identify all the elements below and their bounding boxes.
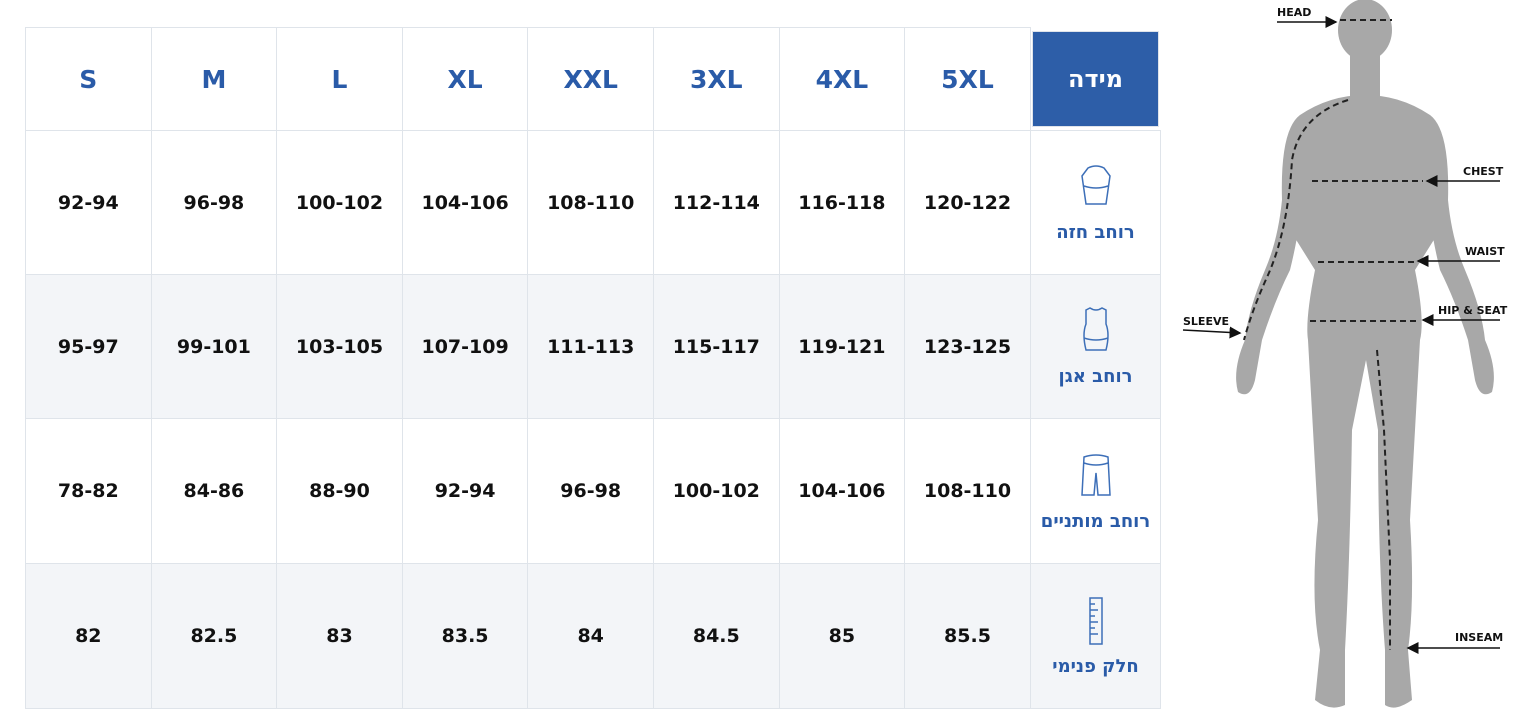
size-value: 119-121 (778, 274, 906, 419)
size-value: 78-82 (25, 418, 152, 564)
label-sleeve: SLEEVE (1183, 315, 1229, 328)
label-chest: CHEST (1463, 165, 1504, 178)
size-header: L (276, 27, 403, 131)
size-value: 111-113 (527, 274, 654, 419)
size-value: 88-90 (276, 418, 403, 564)
size-value: 115-117 (653, 274, 780, 419)
size-value: 116-118 (778, 130, 906, 275)
size-value: 92-94 (25, 130, 152, 275)
size-header: XXL (527, 27, 654, 131)
row-icon (1080, 453, 1111, 496)
size-value: 100-102 (276, 130, 403, 275)
size-value: 83.5 (401, 563, 529, 709)
size-header-title: מידה (1032, 31, 1159, 127)
size-header: M (150, 27, 278, 131)
label-inseam: INSEAM (1455, 631, 1503, 644)
row-label-cell: רוחב אגן (1030, 274, 1161, 419)
size-value: 104-106 (778, 418, 906, 564)
label-hip: HIP & SEAT (1438, 304, 1508, 317)
size-value: 96-98 (527, 418, 654, 564)
size-header: XL (401, 27, 529, 131)
size-value: 84-86 (150, 418, 278, 564)
size-value: 83 (276, 563, 403, 709)
row-label: רוחב חזה (1056, 222, 1135, 243)
row-label-cell: רוחב חזה (1030, 130, 1161, 275)
size-value: 82 (25, 563, 152, 709)
label-head: HEAD (1277, 6, 1311, 19)
size-value: 104-106 (401, 130, 529, 275)
row-label: רוחב אגן (1058, 366, 1133, 387)
row-label-cell: חלק פנימי (1030, 563, 1161, 709)
size-value: 120-122 (904, 130, 1031, 275)
silhouette (1236, 0, 1494, 708)
size-value: 82.5 (150, 563, 278, 709)
size-value: 108-110 (527, 130, 654, 275)
size-value: 108-110 (904, 418, 1031, 564)
row-label: רוחב מותניים (1040, 510, 1151, 532)
row-label: חלק פנימי (1052, 655, 1139, 677)
size-value: 107-109 (401, 274, 529, 419)
row-icon (1088, 596, 1103, 645)
size-value: 95-97 (25, 274, 152, 419)
label-waist: WAIST (1465, 245, 1505, 258)
row-icon (1082, 307, 1109, 351)
row-icon (1080, 165, 1111, 205)
size-value: 100-102 (653, 418, 780, 564)
size-header: 3XL (653, 27, 780, 131)
size-value: 92-94 (401, 418, 529, 564)
size-value: 85 (778, 563, 906, 709)
size-value: 112-114 (653, 130, 780, 275)
size-value: 85.5 (904, 563, 1031, 709)
size-value: 123-125 (904, 274, 1031, 419)
size-value: 96-98 (150, 130, 278, 275)
size-header: S (25, 27, 152, 131)
size-header: 4XL (778, 27, 906, 131)
size-value: 84 (527, 563, 654, 709)
row-label-cell: רוחב מותניים (1030, 418, 1161, 564)
size-value: 84.5 (653, 563, 780, 709)
size-value: 99-101 (150, 274, 278, 419)
size-header: 5XL (904, 27, 1031, 131)
size-value: 103-105 (276, 274, 403, 419)
body-figure: HEAD CHEST WAIST HIP & SEAT SLEEVE INSEA… (1182, 0, 1508, 708)
